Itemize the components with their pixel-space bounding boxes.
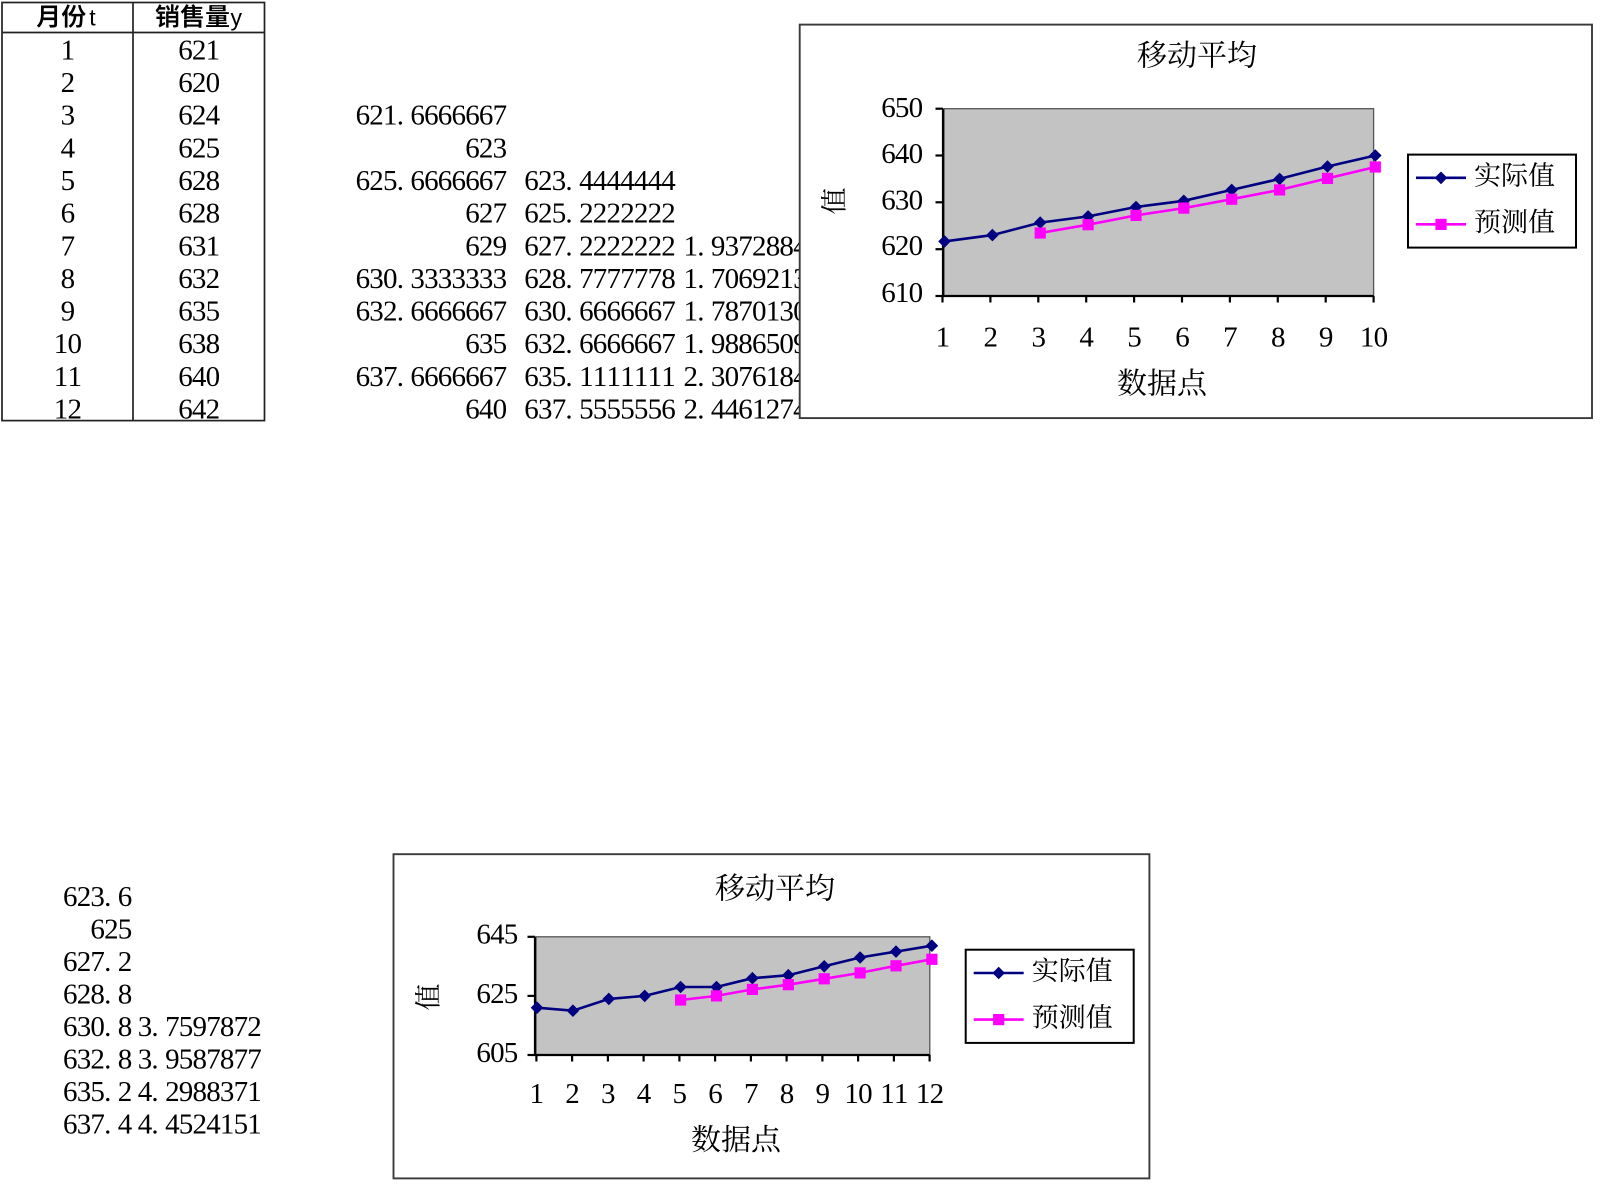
svg-text:621.6666667: 621.6666667 xyxy=(356,100,508,132)
svg-text:629: 629 xyxy=(465,230,507,262)
svg-text:632.8: 632.8 xyxy=(63,1044,132,1076)
svg-text:627.2: 627.2 xyxy=(63,946,132,978)
svg-text:12: 12 xyxy=(916,1078,944,1110)
svg-text:623.4444444: 623.4444444 xyxy=(524,165,676,197)
svg-text:630.6666667: 630.6666667 xyxy=(524,296,676,328)
svg-text:637.6666667: 637.6666667 xyxy=(356,361,508,393)
svg-text:8: 8 xyxy=(61,263,76,295)
svg-text:y: y xyxy=(230,5,242,31)
svg-text:627: 627 xyxy=(465,198,507,230)
svg-text:632.6666667: 632.6666667 xyxy=(524,328,676,360)
svg-text:3: 3 xyxy=(61,100,76,132)
svg-text:620: 620 xyxy=(881,230,923,262)
svg-text:650: 650 xyxy=(881,92,923,124)
svg-text:640: 640 xyxy=(881,138,923,170)
svg-text:1: 1 xyxy=(936,322,951,354)
svg-text:5: 5 xyxy=(61,165,76,197)
svg-text:632.6666667: 632.6666667 xyxy=(356,296,508,328)
svg-text:631: 631 xyxy=(178,230,220,262)
svg-text:2: 2 xyxy=(61,67,76,99)
svg-text:625: 625 xyxy=(178,132,220,164)
svg-text:630.3333333: 630.3333333 xyxy=(356,263,508,295)
svg-text:10: 10 xyxy=(54,328,82,360)
svg-text:625.2222222: 625.2222222 xyxy=(524,198,676,230)
svg-text:8: 8 xyxy=(780,1078,795,1110)
svg-text:2: 2 xyxy=(565,1078,580,1110)
svg-text:9: 9 xyxy=(816,1078,831,1110)
svg-text:10: 10 xyxy=(844,1078,872,1110)
svg-text:640: 640 xyxy=(465,394,507,426)
svg-text:635: 635 xyxy=(465,328,507,360)
svg-text:3.7597872: 3.7597872 xyxy=(138,1011,262,1043)
svg-text:9: 9 xyxy=(61,296,76,328)
svg-text:7: 7 xyxy=(1223,322,1238,354)
svg-text:623.6: 623.6 xyxy=(63,881,132,913)
svg-text:630.8: 630.8 xyxy=(63,1011,132,1043)
svg-text:11: 11 xyxy=(54,361,82,393)
svg-text:645: 645 xyxy=(476,918,518,950)
svg-text:7: 7 xyxy=(744,1078,759,1110)
svg-text:625: 625 xyxy=(90,913,132,945)
svg-text:5: 5 xyxy=(1127,322,1142,354)
svg-text:630: 630 xyxy=(881,185,923,217)
svg-text:6: 6 xyxy=(1175,322,1190,354)
svg-text:7: 7 xyxy=(61,230,76,262)
svg-text:628.8: 628.8 xyxy=(63,978,132,1010)
svg-text:10: 10 xyxy=(1360,322,1388,354)
svg-text:605: 605 xyxy=(476,1037,518,1069)
svg-text:1: 1 xyxy=(530,1078,545,1110)
svg-text:3.9587877: 3.9587877 xyxy=(138,1044,262,1076)
svg-text:t: t xyxy=(89,5,96,31)
svg-text:625.6666667: 625.6666667 xyxy=(356,165,508,197)
svg-text:642: 642 xyxy=(178,394,220,426)
svg-text:4: 4 xyxy=(61,132,76,164)
svg-text:640: 640 xyxy=(178,361,220,393)
svg-text:621: 621 xyxy=(178,34,220,66)
svg-text:12: 12 xyxy=(54,394,82,426)
svg-text:628: 628 xyxy=(178,165,220,197)
svg-text:5: 5 xyxy=(673,1078,688,1110)
svg-text:625: 625 xyxy=(476,978,518,1010)
svg-text:610: 610 xyxy=(881,277,923,309)
svg-text:6: 6 xyxy=(708,1078,723,1110)
svg-text:624: 624 xyxy=(178,100,220,132)
svg-text:4: 4 xyxy=(637,1078,652,1110)
svg-text:1: 1 xyxy=(61,34,76,66)
svg-text:627.2222222: 627.2222222 xyxy=(524,230,676,262)
svg-text:635.1111111: 635.1111111 xyxy=(524,361,676,393)
svg-text:638: 638 xyxy=(178,328,220,360)
svg-text:3: 3 xyxy=(1032,322,1047,354)
svg-text:628: 628 xyxy=(178,198,220,230)
svg-text:637.4: 637.4 xyxy=(63,1109,133,1141)
svg-text:4.2988371: 4.2988371 xyxy=(138,1076,262,1108)
svg-text:632: 632 xyxy=(178,263,220,295)
svg-text:635: 635 xyxy=(178,296,220,328)
svg-text:4: 4 xyxy=(1079,322,1094,354)
svg-text:628.7777778: 628.7777778 xyxy=(524,263,676,295)
svg-text:8: 8 xyxy=(1271,322,1286,354)
svg-text:2: 2 xyxy=(984,322,999,354)
svg-text:620: 620 xyxy=(178,67,220,99)
svg-text:9: 9 xyxy=(1319,322,1334,354)
svg-text:6: 6 xyxy=(61,198,76,230)
svg-text:635.2: 635.2 xyxy=(63,1076,132,1108)
svg-text:623: 623 xyxy=(465,132,507,164)
svg-text:4.4524151: 4.4524151 xyxy=(138,1109,262,1141)
svg-text:11: 11 xyxy=(880,1078,908,1110)
svg-text:3: 3 xyxy=(601,1078,616,1110)
svg-text:637.5555556: 637.5555556 xyxy=(524,394,676,426)
